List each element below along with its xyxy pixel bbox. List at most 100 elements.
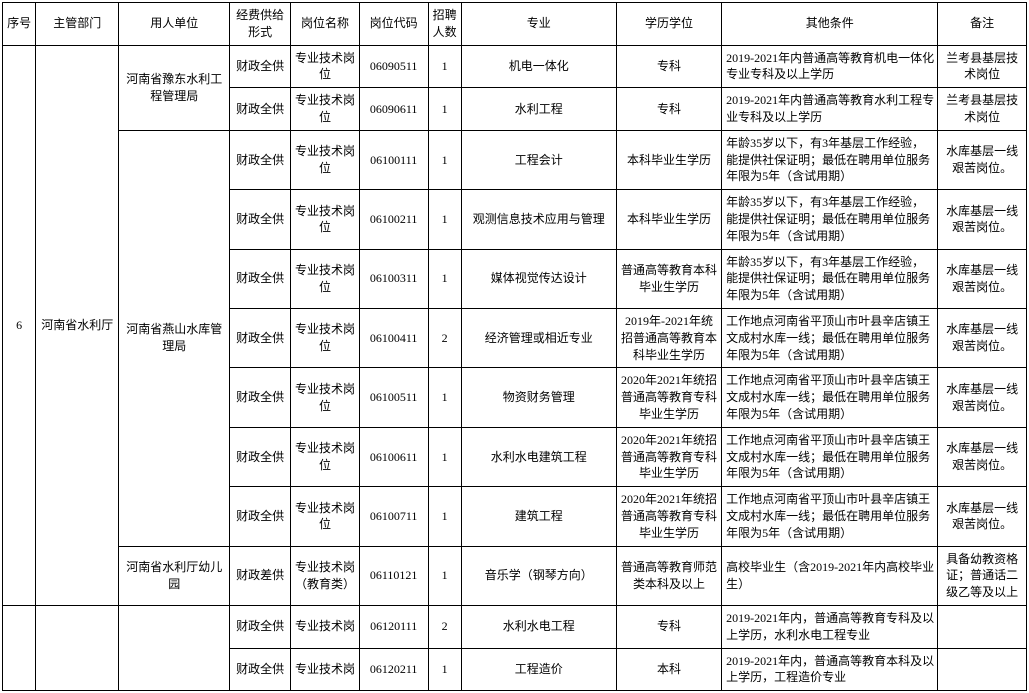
- num-cell: 1: [428, 190, 461, 249]
- note-cell: 水库基层一线艰苦岗位。: [938, 427, 1027, 486]
- other-cell: 工作地点河南省平顶山市叶县辛店镇王文成村水库一线；最低在聘用单位服务年限为5年（…: [722, 308, 938, 367]
- dept-cell: 河南省水利厅: [36, 45, 119, 605]
- note-cell: [938, 605, 1027, 648]
- note-cell: 具备幼教资格证；普通话二级乙等及以上: [938, 546, 1027, 605]
- col-other: 其他条件: [722, 3, 938, 46]
- unit-cell: 河南省豫东水利工程管理局: [119, 45, 230, 130]
- num-cell: 1: [428, 427, 461, 486]
- major-cell: 音乐学（钢琴方向）: [461, 546, 616, 605]
- other-cell: 年龄35岁以下，有3年基层工作经验，能提供社保证明；最低在聘用单位服务年限为5年…: [722, 130, 938, 189]
- table-row: 财政全供专业技术岗061201112水利水电工程专科2019-2021年内，普通…: [3, 605, 1027, 648]
- edu-cell: 普通高等教育本科毕业生学历: [616, 249, 721, 308]
- col-note: 备注: [938, 3, 1027, 46]
- fund-cell: 财政全供: [230, 648, 291, 691]
- code-cell: 06100711: [359, 487, 428, 546]
- major-cell: 物资财务管理: [461, 368, 616, 427]
- header-row: 序号 主管部门 用人单位 经费供给形式 岗位名称 岗位代码 招聘人数 专业 学历…: [3, 3, 1027, 46]
- edu-cell: 2019年-2021年统招普通高等教育本科毕业生学历: [616, 308, 721, 367]
- post-cell: 专业技术岗位: [291, 45, 360, 88]
- post-cell: 专业技术岗位: [291, 249, 360, 308]
- unit-cell: 河南省燕山水库管理局: [119, 130, 230, 546]
- major-cell: 观测信息技术应用与管理: [461, 190, 616, 249]
- edu-cell: 本科毕业生学历: [616, 190, 721, 249]
- unit-cell: [119, 605, 230, 690]
- col-edu: 学历学位: [616, 3, 721, 46]
- fund-cell: 财政差供: [230, 546, 291, 605]
- note-cell: 兰考县基层技术岗位: [938, 45, 1027, 88]
- post-cell: 专业技术岗: [291, 605, 360, 648]
- fund-cell: 财政全供: [230, 487, 291, 546]
- other-cell: 工作地点河南省平顶山市叶县辛店镇王文成村水库一线；最低在聘用单位服务年限为5年（…: [722, 487, 938, 546]
- code-cell: 06100311: [359, 249, 428, 308]
- major-cell: 工程造价: [461, 648, 616, 691]
- post-cell: 专业技术岗（教育类）: [291, 546, 360, 605]
- edu-cell: 本科: [616, 648, 721, 691]
- num-cell: 2: [428, 308, 461, 367]
- num-cell: 2: [428, 605, 461, 648]
- post-cell: 专业技术岗: [291, 648, 360, 691]
- note-cell: 水库基层一线艰苦岗位。: [938, 308, 1027, 367]
- fund-cell: 财政全供: [230, 427, 291, 486]
- edu-cell: 专科: [616, 45, 721, 88]
- code-cell: 06110121: [359, 546, 428, 605]
- col-fund: 经费供给形式: [230, 3, 291, 46]
- note-cell: [938, 648, 1027, 691]
- other-cell: 2019-2021年内，普通高等教育本科及以上学历，工程造价专业: [722, 648, 938, 691]
- other-cell: 2019-2021年内，普通高等教育专科及以上学历，水利水电工程专业: [722, 605, 938, 648]
- recruitment-table: 序号 主管部门 用人单位 经费供给形式 岗位名称 岗位代码 招聘人数 专业 学历…: [2, 2, 1027, 691]
- col-unit: 用人单位: [119, 3, 230, 46]
- other-cell: 2019-2021年内普通高等教育水利工程专业专科及以上学历: [722, 88, 938, 131]
- other-cell: 年龄35岁以下，有3年基层工作经验，能提供社保证明；最低在聘用单位服务年限为5年…: [722, 190, 938, 249]
- edu-cell: 2020年2021年统招普通高等教育专科毕业生学历: [616, 427, 721, 486]
- major-cell: 水利水电建筑工程: [461, 427, 616, 486]
- code-cell: 06090511: [359, 45, 428, 88]
- major-cell: 工程会计: [461, 130, 616, 189]
- post-cell: 专业技术岗位: [291, 427, 360, 486]
- unit-cell: 河南省水利厅幼儿园: [119, 546, 230, 605]
- edu-cell: 专科: [616, 605, 721, 648]
- post-cell: 专业技术岗位: [291, 368, 360, 427]
- other-cell: 年龄35岁以下，有3年基层工作经验，能提供社保证明；最低在聘用单位服务年限为5年…: [722, 249, 938, 308]
- fund-cell: 财政全供: [230, 130, 291, 189]
- num-cell: 1: [428, 130, 461, 189]
- code-cell: 06100511: [359, 368, 428, 427]
- note-cell: 水库基层一线艰苦岗位。: [938, 249, 1027, 308]
- table-row: 河南省水利厅幼儿园财政差供专业技术岗（教育类）061101211音乐学（钢琴方向…: [3, 546, 1027, 605]
- other-cell: 工作地点河南省平顶山市叶县辛店镇王文成村水库一线；最低在聘用单位服务年限为5年（…: [722, 427, 938, 486]
- edu-cell: 本科毕业生学历: [616, 130, 721, 189]
- code-cell: 06120111: [359, 605, 428, 648]
- code-cell: 06100211: [359, 190, 428, 249]
- code-cell: 06090611: [359, 88, 428, 131]
- num-cell: 1: [428, 487, 461, 546]
- major-cell: 经济管理或相近专业: [461, 308, 616, 367]
- post-cell: 专业技术岗位: [291, 88, 360, 131]
- num-cell: 1: [428, 546, 461, 605]
- seq-cell: 6: [3, 45, 36, 605]
- fund-cell: 财政全供: [230, 605, 291, 648]
- note-cell: 水库基层一线艰苦岗位。: [938, 368, 1027, 427]
- dept-cell: [36, 605, 119, 690]
- col-code: 岗位代码: [359, 3, 428, 46]
- major-cell: 机电一体化: [461, 45, 616, 88]
- edu-cell: 2020年2021年统招普通高等教育专科毕业生学历: [616, 368, 721, 427]
- note-cell: 水库基层一线艰苦岗位。: [938, 190, 1027, 249]
- edu-cell: 2020年2021年统招普通高等教育专科毕业生学历: [616, 487, 721, 546]
- post-cell: 专业技术岗位: [291, 130, 360, 189]
- edu-cell: 普通高等教育师范类本科及以上: [616, 546, 721, 605]
- post-cell: 专业技术岗位: [291, 308, 360, 367]
- note-cell: 兰考县基层技术岗位: [938, 88, 1027, 131]
- code-cell: 06100111: [359, 130, 428, 189]
- fund-cell: 财政全供: [230, 45, 291, 88]
- col-post: 岗位名称: [291, 3, 360, 46]
- edu-cell: 专科: [616, 88, 721, 131]
- note-cell: 水库基层一线艰苦岗位。: [938, 130, 1027, 189]
- note-cell: 水库基层一线艰苦岗位。: [938, 487, 1027, 546]
- code-cell: 06100611: [359, 427, 428, 486]
- num-cell: 1: [428, 45, 461, 88]
- code-cell: 06120211: [359, 648, 428, 691]
- other-cell: 工作地点河南省平顶山市叶县辛店镇王文成村水库一线；最低在聘用单位服务年限为5年（…: [722, 368, 938, 427]
- num-cell: 1: [428, 249, 461, 308]
- col-seq: 序号: [3, 3, 36, 46]
- fund-cell: 财政全供: [230, 249, 291, 308]
- other-cell: 2019-2021年内普通高等教育机电一体化专业专科及以上学历: [722, 45, 938, 88]
